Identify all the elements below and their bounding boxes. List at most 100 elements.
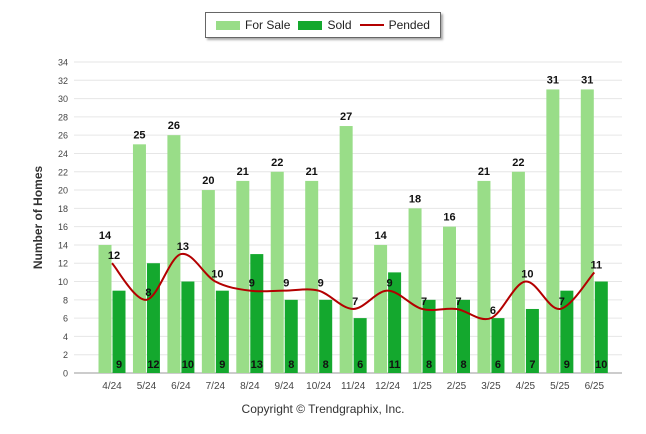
y-tick-label: 12: [58, 259, 68, 269]
for-sale-data-label: 31: [547, 74, 559, 86]
legend-item-pended: Pended: [359, 18, 430, 32]
sold-data-label: 8: [460, 359, 466, 371]
pended-data-label: 7: [421, 296, 427, 308]
pended-data-label: 8: [145, 287, 151, 299]
y-axis-title: Number of Homes: [31, 166, 45, 270]
copyright-footer: Copyright © Trendgraphix, Inc.: [241, 402, 405, 416]
x-tick-label: 2/25: [447, 381, 467, 392]
for-sale-bar: [132, 144, 146, 373]
legend-item-sold: Sold: [298, 18, 352, 32]
for-sale-data-label: 22: [512, 157, 524, 169]
y-tick-label: 0: [63, 369, 68, 379]
for-sale-data-label: 16: [443, 212, 455, 224]
pended-data-label: 9: [318, 278, 324, 290]
y-tick-label: 22: [58, 167, 68, 177]
for-sale-data-label: 31: [581, 74, 593, 86]
y-tick-label: 34: [58, 58, 68, 68]
sold-data-label: 10: [595, 359, 607, 371]
sold-bar: [250, 254, 264, 373]
y-tick-label: 30: [58, 94, 68, 104]
y-tick-label: 26: [58, 131, 68, 141]
for-sale-data-label: 14: [99, 230, 112, 242]
sold-data-label: 10: [182, 359, 194, 371]
sold-bar: [457, 299, 470, 373]
for-sale-bar: [201, 190, 215, 373]
x-tick-label: 7/24: [206, 381, 226, 392]
y-tick-label: 18: [58, 204, 68, 214]
pended-line: [111, 253, 596, 321]
for-sale-bar: [236, 180, 250, 373]
legend-label-for-sale: For Sale: [245, 18, 291, 32]
pended-data-label: 11: [590, 259, 602, 271]
sold-bar: [284, 299, 298, 373]
x-tick-label: 5/24: [137, 381, 157, 392]
x-tick-label: 4/24: [102, 381, 122, 392]
x-tick-label: 10/24: [306, 381, 331, 392]
sold-data-label: 9: [219, 359, 225, 371]
pended-data-label: 6: [490, 305, 496, 317]
sold-data-label: 11: [389, 359, 401, 371]
y-tick-label: 8: [63, 295, 68, 305]
for-sale-data-label: 25: [133, 129, 145, 141]
pended-data-label: 9: [283, 278, 289, 290]
legend-label-sold: Sold: [327, 18, 352, 32]
for-sale-data-label: 18: [409, 193, 421, 205]
x-tick-label: 4/25: [516, 381, 536, 392]
pended-data-label: 10: [211, 269, 223, 281]
sold-bar: [422, 299, 436, 373]
for-sale-data-label: 20: [202, 175, 214, 187]
for-sale-bar: [580, 89, 594, 374]
sold-swatch-icon: [298, 20, 323, 30]
sold-data-label: 13: [251, 359, 263, 371]
pended-data-label: 12: [108, 250, 120, 262]
sold-bar: [319, 299, 333, 373]
sold-data-label: 7: [529, 359, 535, 371]
pended-data-label: 9: [387, 278, 393, 290]
y-tick-label: 20: [58, 186, 68, 196]
x-tick-label: 6/25: [585, 381, 605, 392]
y-tick-label: 10: [58, 277, 68, 287]
sold-bar: [181, 281, 195, 373]
for-sale-bar: [305, 180, 319, 373]
sold-bar: [525, 308, 539, 373]
x-tick-label: 5/25: [550, 381, 570, 392]
y-tick-label: 16: [58, 222, 68, 232]
y-tick-label: 14: [58, 240, 68, 250]
for-sale-data-label: 14: [374, 230, 387, 242]
x-tick-label: 3/25: [481, 381, 501, 392]
sold-data-label: 9: [116, 359, 122, 371]
for-sale-bar: [167, 135, 181, 373]
for-sale-bar: [546, 89, 560, 374]
legend-label-pended: Pended: [388, 18, 430, 32]
y-tick-label: 6: [63, 314, 68, 324]
for-sale-data-label: 27: [340, 111, 352, 123]
y-tick-label: 32: [58, 76, 68, 86]
x-tick-label: 12/24: [375, 381, 400, 392]
sold-data-label: 8: [323, 359, 329, 371]
sold-data-label: 8: [288, 359, 294, 371]
pended-data-label: 9: [249, 278, 255, 290]
sold-bar: [491, 318, 505, 373]
sold-bar: [215, 290, 229, 373]
sold-data-label: 6: [357, 359, 363, 371]
legend: For Sale Sold Pended: [205, 12, 441, 38]
for-sale-bar: [511, 171, 525, 373]
for-sale-bar: [408, 208, 422, 373]
for-sale-data-label: 21: [306, 166, 318, 178]
sold-bar: [112, 290, 126, 373]
for-sale-data-label: 26: [168, 120, 180, 132]
x-tick-label: 6/24: [171, 381, 191, 392]
y-tick-label: 24: [58, 149, 68, 159]
for-sale-bar: [443, 226, 456, 373]
sold-bar: [560, 290, 574, 373]
sold-data-label: 6: [495, 359, 501, 371]
for-sale-bar: [270, 171, 284, 373]
x-tick-label: 11/24: [341, 381, 366, 392]
for-sale-bar: [98, 244, 112, 373]
sold-data-label: 8: [426, 359, 432, 371]
sold-bar: [388, 272, 402, 373]
sold-data-label: 9: [564, 359, 570, 371]
for-sale-bar: [477, 180, 491, 373]
for-sale-data-label: 22: [271, 157, 283, 169]
for-sale-swatch-icon: [216, 20, 241, 30]
